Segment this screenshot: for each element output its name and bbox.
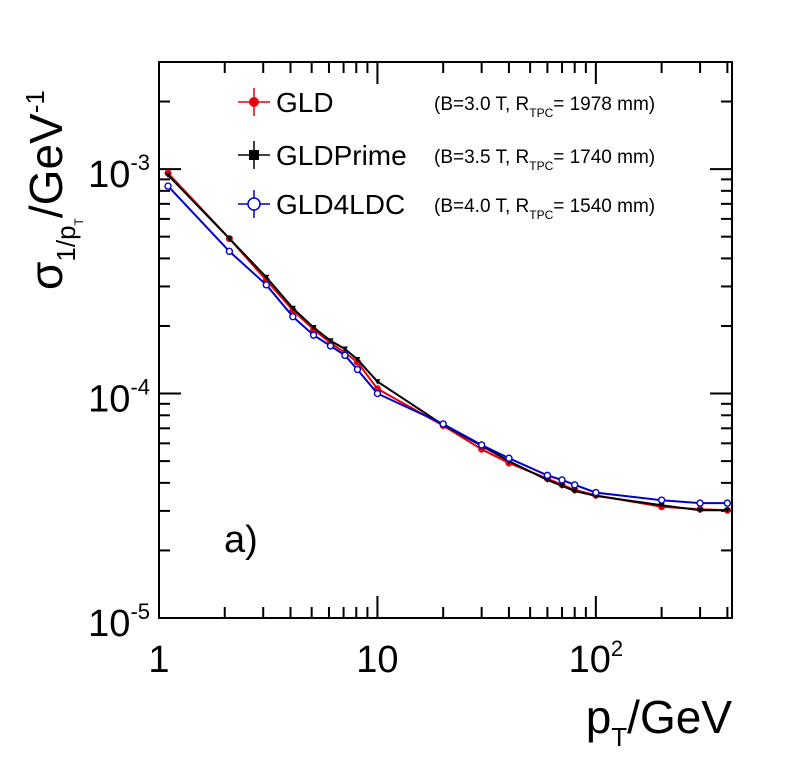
data-point	[543, 471, 552, 480]
series-layer	[164, 169, 732, 514]
data-point	[353, 365, 362, 374]
legend-marker	[249, 150, 259, 160]
plot-frame	[158, 61, 733, 619]
data-point	[724, 507, 731, 514]
data-point	[477, 441, 486, 449]
data-point	[326, 342, 335, 350]
data-point	[262, 281, 271, 289]
data-point	[559, 483, 566, 489]
y-tick-label: 10-5	[88, 599, 150, 645]
data-point	[696, 499, 704, 507]
legend-note: (B=3.0 T, RTPC= 1978 mm)	[434, 94, 655, 120]
panel-label: a)	[224, 519, 258, 561]
legend-note: (B=3.5 T, RTPC= 1740 mm)	[434, 147, 655, 173]
series-gld4ldc	[164, 182, 732, 507]
legend-label: GLDPrime	[276, 140, 407, 171]
data-point	[505, 454, 513, 462]
legend-label: GLD4LDC	[276, 189, 405, 220]
data-point	[341, 346, 348, 352]
data-point	[592, 488, 600, 497]
data-point	[570, 481, 579, 489]
legend: GLD (B=3.0 T, RTPC= 1978 mm) GLDPrime (B=3.…	[238, 87, 655, 222]
legend-note: (B=4.0 T, RTPC= 1540 mm)	[434, 196, 655, 222]
data-point	[289, 312, 297, 321]
data-point	[327, 338, 334, 344]
x-tick-labels: 1 10 102	[148, 636, 623, 681]
data-point	[697, 507, 704, 514]
data-point	[374, 379, 381, 385]
legend-label: GLD	[276, 87, 334, 118]
y-tick-label: 10-3	[88, 150, 150, 196]
data-point	[439, 420, 447, 428]
data-point	[658, 502, 665, 509]
data-point	[310, 325, 317, 331]
data-point	[373, 389, 382, 398]
data-point	[723, 499, 732, 507]
axis-ticks	[158, 61, 732, 619]
legend-marker	[249, 97, 259, 107]
legend-marker	[247, 197, 261, 211]
legend-entry: GLD (B=3.0 T, RTPC= 1978 mm)	[238, 87, 655, 120]
x-tick-label: 102	[569, 636, 624, 681]
y-tick-label: 10-4	[88, 375, 150, 421]
data-point	[226, 236, 233, 242]
x-tick-label: 10	[356, 639, 398, 681]
y-tick-labels: 10-5 10-4 10-3	[88, 150, 150, 645]
data-point	[165, 172, 172, 179]
series-gldprime	[165, 172, 731, 514]
x-tick-label: 1	[148, 639, 169, 681]
data-point	[657, 496, 666, 504]
data-point	[544, 477, 551, 483]
series-line	[167, 185, 728, 505]
y-axis-label: σ1/pT/GeV-1	[20, 90, 86, 290]
data-point	[309, 331, 318, 339]
series-line	[167, 172, 728, 512]
data-point	[341, 351, 349, 360]
data-point	[354, 356, 361, 363]
data-point	[289, 305, 296, 312]
data-point	[164, 182, 172, 190]
legend-entry: GLDPrime (B=3.5 T, RTPC= 1740 mm)	[238, 140, 655, 173]
data-point	[225, 247, 234, 256]
series-gld	[164, 169, 731, 514]
x-axis-label: pT/GeV	[586, 691, 733, 752]
data-point	[571, 488, 578, 494]
data-point	[558, 476, 566, 484]
legend-entry: GLD4LDC (B=4.0 T, RTPC= 1540 mm)	[238, 189, 655, 222]
series-line	[167, 174, 728, 512]
data-point	[263, 274, 270, 281]
